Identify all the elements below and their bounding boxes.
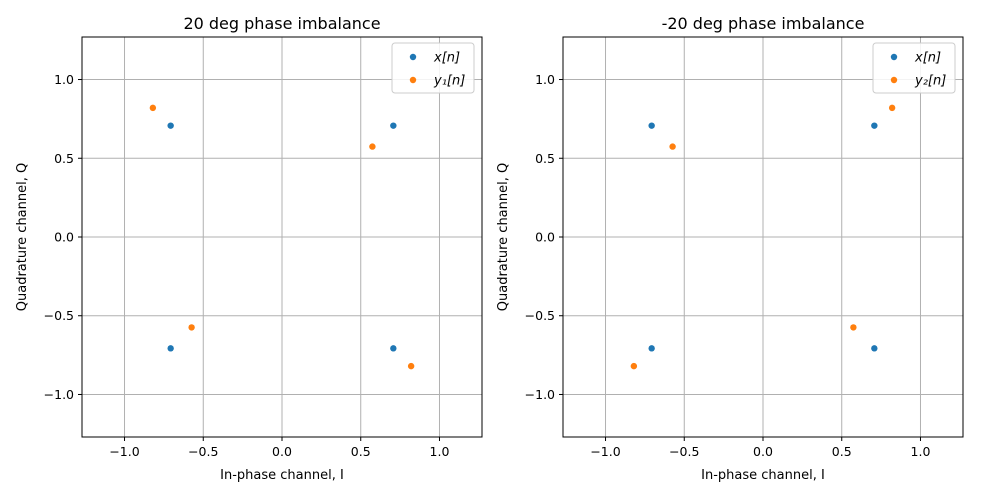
chart-1: −1.0 −0.5 0.0 0.5 1.0 −1.0 −0.5 0.0 0.5 1.0 20 deg… — [15, 14, 483, 483]
y-tick-label: −0.5 — [525, 308, 555, 323]
legend: x[n] y₂[n] — [872, 42, 956, 94]
y-tick-label: 1.0 — [535, 72, 555, 87]
x-tick-label: 0.5 — [351, 444, 371, 459]
y-tick-label: 0.5 — [535, 151, 555, 166]
x-tick-label: −0.5 — [669, 444, 699, 459]
data-point — [648, 122, 655, 129]
data-point — [188, 324, 195, 331]
data-point — [390, 345, 397, 352]
data-point — [630, 362, 638, 370]
chart-title: -20 deg phase imbalance — [662, 14, 865, 33]
y-tick-label: 0.5 — [54, 151, 74, 166]
series-2 — [630, 104, 896, 370]
y-tick-label: 0.0 — [535, 230, 555, 245]
x-tick-label: −1.0 — [109, 444, 139, 459]
legend-marker — [890, 76, 898, 84]
legend-entry: x[n] — [914, 51, 941, 66]
legend-marker — [409, 53, 417, 61]
legend-entry: x[n] — [433, 51, 460, 66]
chart-title: 20 deg phase imbalance — [183, 14, 380, 33]
data-point — [167, 122, 174, 129]
x-tick-label: 1.0 — [911, 444, 931, 459]
x-tick-label: −0.5 — [188, 444, 218, 459]
legend-entry: y₂[n] — [914, 74, 946, 89]
y-axis-label: Quadrature channel, Q — [15, 163, 30, 311]
y-tick-label: 0.0 — [54, 230, 74, 245]
legend: x[n] y₁[n] — [391, 42, 475, 94]
y-tick-label: −0.5 — [44, 308, 74, 323]
data-point — [871, 345, 878, 352]
x-tick-label: 0.0 — [753, 444, 773, 459]
y-tick-label: −1.0 — [44, 387, 74, 402]
x-axis-label: In-phase channel, I — [220, 468, 344, 483]
data-point — [888, 104, 896, 112]
data-point — [850, 324, 857, 331]
chart-2: −1.0 −0.5 0.0 0.5 1.0 −1.0 −0.5 0.0 0.5 1.0 -20 de… — [496, 14, 964, 483]
data-point — [369, 143, 376, 150]
x-tick-label: 0.5 — [832, 444, 852, 459]
y-tick-label: −1.0 — [525, 387, 555, 402]
legend-entry: y₁[n] — [433, 74, 465, 89]
data-point — [149, 104, 157, 112]
data-point — [669, 143, 676, 150]
series-1 — [648, 122, 878, 352]
x-tick-label: 0.0 — [272, 444, 292, 459]
legend-marker — [409, 76, 417, 84]
y-tick-label: 1.0 — [54, 72, 74, 87]
data-point — [407, 362, 415, 370]
x-axis-label: In-phase channel, I — [701, 468, 825, 483]
data-point — [648, 345, 655, 352]
data-point — [167, 345, 174, 352]
legend-marker — [890, 53, 898, 61]
x-tick-label: −1.0 — [590, 444, 620, 459]
data-point — [390, 122, 397, 129]
series-1 — [167, 122, 397, 352]
y-axis-label: Quadrature channel, Q — [496, 163, 511, 311]
series-2 — [149, 104, 415, 370]
x-tick-label: 1.0 — [430, 444, 450, 459]
data-point — [871, 122, 878, 129]
